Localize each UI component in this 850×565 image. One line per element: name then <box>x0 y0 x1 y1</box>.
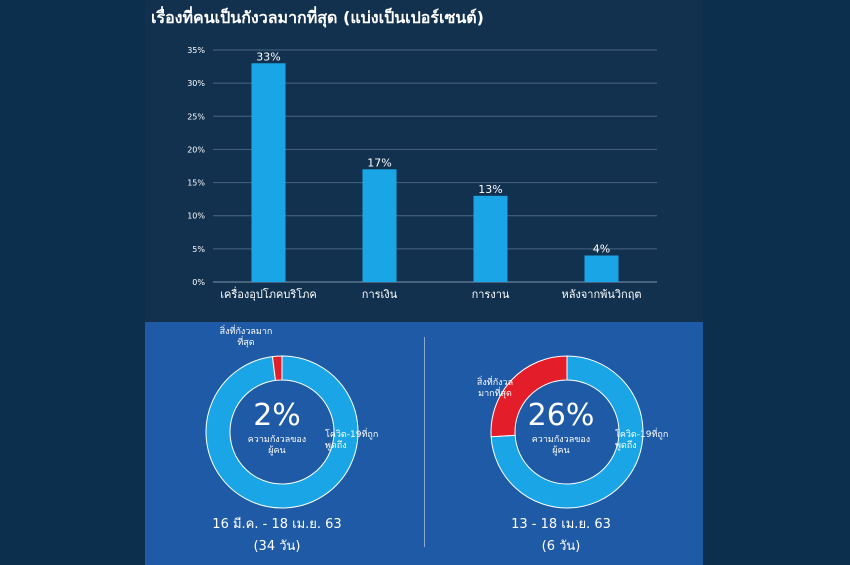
bar-data-label: 4% <box>593 242 610 255</box>
donut1-center-label: ความกังวลของผู้คน <box>247 435 307 456</box>
donut-hole <box>515 380 619 484</box>
donut-slice <box>205 355 359 509</box>
donut2-center-label: ความกังวลของผู้คน <box>531 435 591 456</box>
infographic-panel: เรื่องที่คนเป็นกังวลมากที่สุด (แบ่งเป็นเ… <box>145 0 703 565</box>
x-tick-label: หลังจากพ้นวิกฤต <box>561 288 641 301</box>
donut2-period: 13 - 18 เม.ย. 63 <box>511 517 611 532</box>
bar-data-label: 33% <box>256 50 280 63</box>
y-tick-label: 15% <box>187 179 205 188</box>
bar <box>362 169 397 282</box>
donut1-period: 16 มี.ค. - 18 เม.ย. 63 <box>212 517 342 532</box>
y-tick-label: 20% <box>187 145 205 154</box>
donut2-legend-covid: โควิด-19ที่ถูกพูดถึง <box>615 430 669 451</box>
donut1-duration: (34 วัน) <box>253 539 301 554</box>
donut2-center-value: 26% <box>527 398 595 433</box>
donut-slice <box>490 355 644 509</box>
donut1-center-value: 2% <box>253 398 301 433</box>
donut-chart-2 <box>490 355 644 509</box>
x-tick-label: การงาน <box>472 288 510 301</box>
bar-data-label: 13% <box>478 183 502 196</box>
x-tick-label: เครื่องอุปโภคบริโภค <box>220 286 317 301</box>
section-divider <box>424 337 425 547</box>
donut-slice <box>271 355 283 381</box>
bar-data-label: 17% <box>367 156 391 169</box>
donut-chart-1 <box>205 355 359 509</box>
donut2-duration: (6 วัน) <box>541 539 581 554</box>
donut1-legend-covid: โควิด-19ที่ถูกพูดถึง <box>325 430 379 451</box>
y-tick-label: 5% <box>192 245 205 254</box>
y-tick-label: 35% <box>187 46 205 55</box>
y-tick-label: 10% <box>187 212 205 221</box>
y-tick-label: 0% <box>192 278 205 287</box>
bar <box>473 195 508 282</box>
donut1-legend-worry: สิ่งที่กังวลมากที่สุด <box>219 327 273 348</box>
y-tick-label: 30% <box>187 79 205 88</box>
donut-slice <box>490 355 568 438</box>
bar <box>251 63 286 282</box>
bar-chart-section: เรื่องที่คนเป็นกังวลมากที่สุด (แบ่งเป็นเ… <box>145 0 703 322</box>
donut2-legend-worry: สิ่งที่กังวลมากที่สุด <box>476 378 514 399</box>
bar <box>584 255 619 282</box>
bar-chart: 0% 5% 10% 15% 20% 25% 30% 35% 33% เครื่องอุปโภคบ… <box>187 46 657 301</box>
y-tick-label: 25% <box>187 112 205 121</box>
chart-title: เรื่องที่คนเป็นกังวลมากที่สุด (แบ่งเป็นเ… <box>151 8 484 27</box>
x-tick-label: การเงิน <box>362 288 398 301</box>
donut-hole <box>230 380 334 484</box>
